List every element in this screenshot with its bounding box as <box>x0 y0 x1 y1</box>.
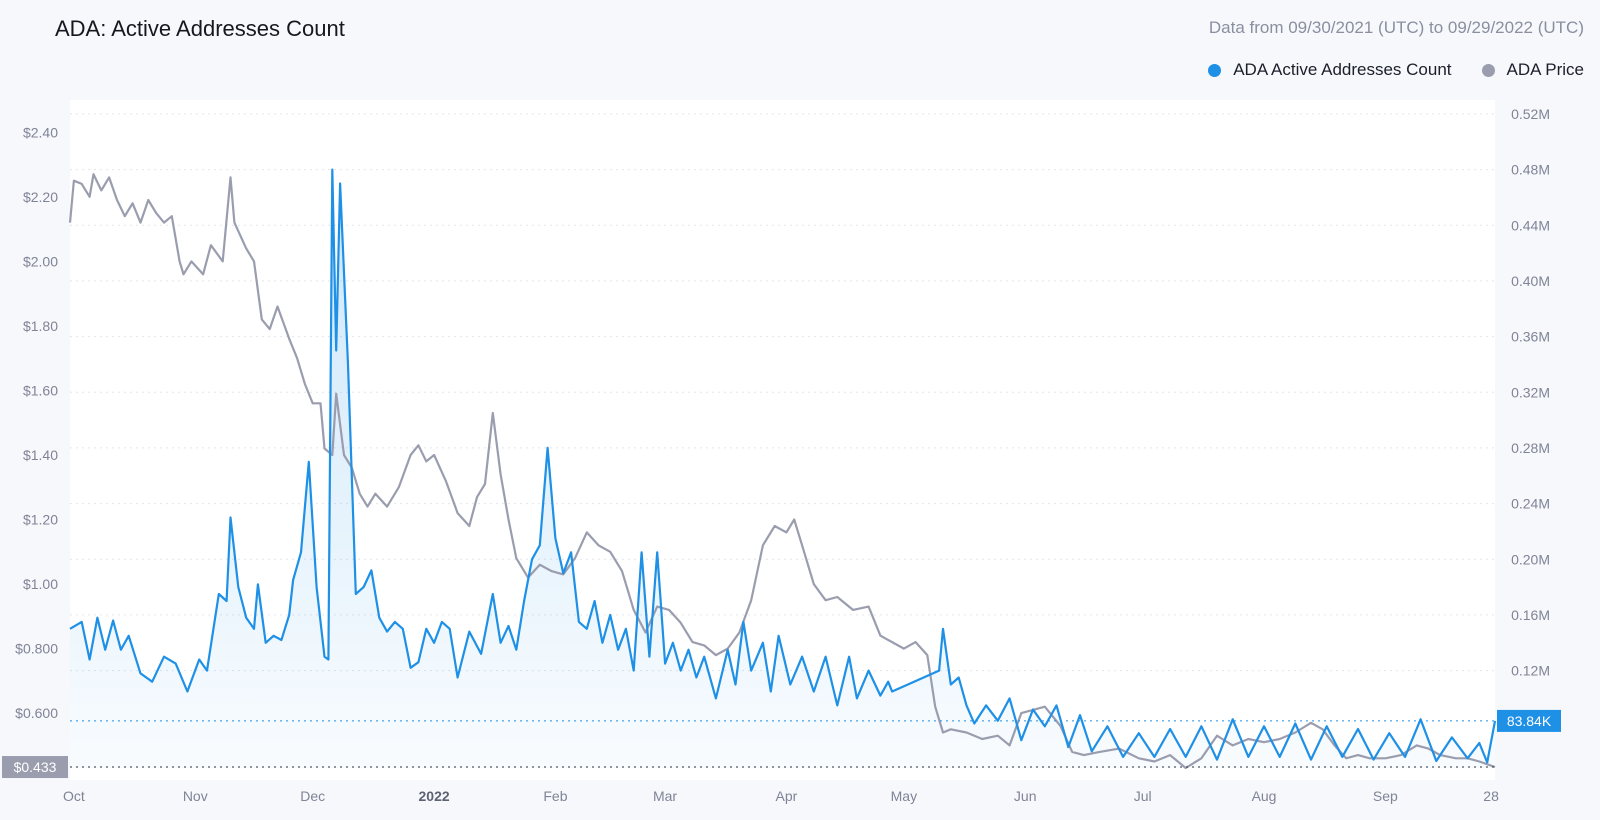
left-axis-tick-label: $1.40 <box>23 447 58 463</box>
chart-title: ADA: Active Addresses Count <box>55 16 345 41</box>
right-axis-tick-label: 0.24M <box>1511 496 1550 512</box>
x-axis: Oct Nov Dec 2022 Feb Mar Apr May Jun Jul Aug Sep 28 <box>63 788 1499 804</box>
left-axis: $0.600 $0.800 $1.00 $1.20 $1.40 $1.60 $1.80 $2.… <box>15 124 58 721</box>
x-axis-tick-label: Mar <box>653 788 677 804</box>
right-axis-tick-label: 0.36M <box>1511 329 1550 345</box>
legend-label-price: ADA Price <box>1506 60 1584 79</box>
date-range-text: Data from 09/30/2021 (UTC) to 09/29/2022… <box>1208 18 1584 37</box>
right-axis-tick-label: 0.52M <box>1511 106 1550 122</box>
left-axis-tick-label: $0.600 <box>15 705 58 721</box>
x-axis-tick-label: Feb <box>543 788 567 804</box>
x-axis-tick-label: 28 <box>1483 788 1499 804</box>
right-axis-tick-label: 0.40M <box>1511 273 1550 289</box>
right-axis-tick-label: 0.16M <box>1511 607 1550 623</box>
legend-dot-price-icon <box>1481 63 1495 77</box>
price-series-line[interactable] <box>68 173 1496 770</box>
x-axis-tick-label: Sep <box>1373 788 1398 804</box>
legend-label-active-addresses: ADA Active Addresses Count <box>1233 60 1452 79</box>
left-axis-tick-label: $1.00 <box>23 576 58 592</box>
x-axis-tick-label: May <box>891 788 917 804</box>
active-addresses-area <box>70 169 1495 769</box>
right-axis-tick-label: 0.48M <box>1511 162 1550 178</box>
left-axis-tick-label: $2.20 <box>23 189 58 205</box>
right-axis-tick-label: 0.12M <box>1511 663 1550 679</box>
left-axis-tick-label: $2.40 <box>23 124 58 140</box>
x-axis-tick-label: Nov <box>183 788 208 804</box>
x-axis-tick-label: Jul <box>1134 788 1152 804</box>
right-axis: 0.12M 0.16M 0.20M 0.24M 0.28M 0.32M 0.36M 0.40M… <box>1511 106 1550 679</box>
left-axis-tick-label: $0.800 <box>15 641 58 657</box>
current-count-badge: 83.84K <box>1497 709 1561 732</box>
left-axis-tick-label: $1.60 <box>23 382 58 398</box>
legend-dot-active-addresses-icon <box>1208 63 1222 77</box>
x-axis-tick-label: 2022 <box>419 788 450 804</box>
left-axis-tick-label: $2.00 <box>23 253 58 269</box>
x-axis-tick-label: Apr <box>776 788 798 804</box>
legend: ADA Active Addresses Count ADA Price <box>1208 60 1584 80</box>
x-axis-tick-label: Dec <box>300 788 325 804</box>
right-axis-tick-label: 0.28M <box>1511 440 1550 456</box>
active-addresses-series-line[interactable] <box>69 168 1497 764</box>
right-axis-tick-label: 0.20M <box>1511 551 1550 567</box>
x-axis-tick-label: Jun <box>1014 788 1037 804</box>
right-axis-tick-label: 0.32M <box>1511 384 1550 400</box>
left-axis-tick-label: $1.20 <box>23 512 58 528</box>
current-count-label: 83.84K <box>1507 713 1552 729</box>
legend-item-price[interactable]: ADA Price <box>1481 60 1584 80</box>
x-axis-tick-label: Oct <box>63 788 85 804</box>
current-price-label: $0.433 <box>14 759 57 775</box>
right-axis-tick-label: 0.44M <box>1511 217 1550 233</box>
current-price-badge: $0.433 <box>2 756 68 779</box>
left-axis-tick-label: $1.80 <box>23 318 58 334</box>
x-axis-tick-label: Aug <box>1252 788 1277 804</box>
legend-item-active-addresses[interactable]: ADA Active Addresses Count <box>1208 60 1452 80</box>
